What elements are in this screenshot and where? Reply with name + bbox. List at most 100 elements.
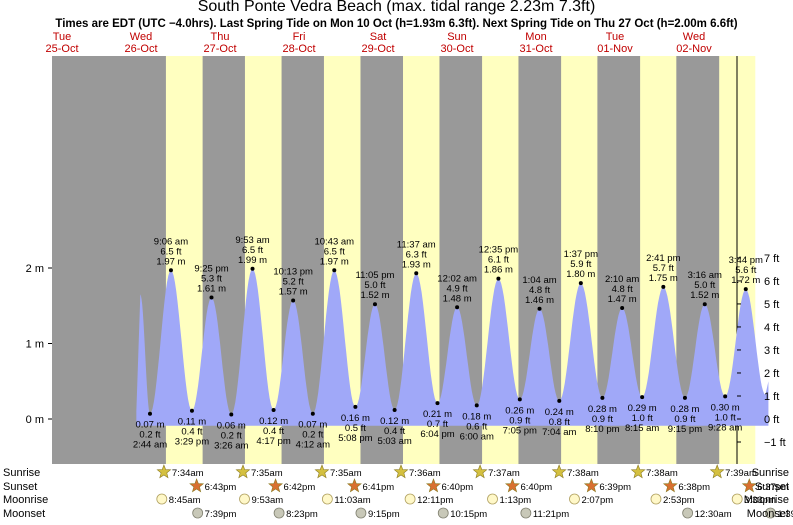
sunrise-icon: [709, 464, 725, 479]
moonrise-row-label-right: Moonrise: [744, 494, 789, 506]
right-tick-label: 1 ft: [764, 391, 779, 403]
tide-time-label: 9:28 am: [708, 422, 742, 433]
sunrise-icon: [314, 464, 330, 479]
tide-time-label: 6:04 pm: [420, 429, 454, 440]
tide-m-label: 0.29 m: [628, 403, 657, 414]
sunrise-time: 7:38am: [646, 468, 678, 479]
moonrise-icon: [731, 493, 743, 505]
moonset-icon: [682, 507, 694, 519]
moonrise-icon: [156, 493, 168, 505]
moonset-icon: [765, 507, 776, 519]
moonrise-icon: [404, 493, 416, 505]
sunset-time: 6:38pm: [678, 482, 710, 493]
moonset-time: 7:39pm: [205, 509, 237, 520]
tide-point: [189, 408, 194, 413]
tide-time-label: 4:12 am: [296, 440, 330, 451]
left-tick-label: 0 m: [26, 414, 44, 426]
tide-time-label: 3:44 pm: [729, 255, 763, 266]
tide-point: [600, 395, 605, 400]
tide-m-label: 1.57 m: [279, 286, 308, 297]
moonset-time: 12:30am: [695, 509, 732, 520]
moonset-icon: [273, 507, 285, 519]
sunset-icon: [189, 478, 205, 493]
tide-ft-label: 5.2 ft: [283, 276, 304, 287]
tide-m-label: 0.28 m: [588, 404, 617, 415]
sunset-icon: [268, 478, 284, 493]
moonrise-icon: [569, 493, 580, 505]
day-of-week-label: Sun: [447, 31, 467, 43]
sunrise-time: 7:37am: [488, 468, 520, 479]
tide-m-label: 1.52 m: [690, 290, 719, 301]
tide-ft-label: 5.0 ft: [694, 280, 715, 291]
moonrise-time: 2:07pm: [581, 495, 613, 506]
moonrise-row-label-left: Moonrise: [3, 494, 48, 506]
day-of-week-label: Thu: [211, 31, 230, 43]
tide-point: [229, 412, 234, 417]
tide-time-label: 7:05 pm: [503, 425, 537, 436]
tide-time-label: 4:17 pm: [256, 436, 290, 447]
moonset-time: 11:21pm: [533, 509, 569, 520]
tide-m-label: 0.18 m: [462, 411, 491, 422]
tide-m-label: 0.24 m: [545, 407, 574, 418]
tide-m-label: 1.52 m: [360, 290, 389, 301]
tide-ft-label: 6.1 ft: [488, 255, 509, 266]
tide-ft-label: 5.9 ft: [570, 259, 591, 270]
tide-point: [702, 302, 707, 307]
tide-point: [578, 281, 583, 286]
date-label: 30-Oct: [440, 43, 473, 55]
tide-time-label: 3:26 am: [214, 440, 248, 451]
tide-ft-label: 6.5 ft: [324, 246, 345, 257]
sunset-time: 6:43pm: [205, 482, 237, 493]
tide-ft-label: 0.2 ft: [302, 430, 323, 441]
right-tick-label: 2 ft: [764, 368, 779, 380]
tide-point: [372, 302, 377, 307]
tide-m-label: 1.97 m: [320, 256, 349, 267]
right-tick-label: 6 ft: [764, 276, 779, 288]
tide-m-label: 0.12 m: [380, 416, 409, 427]
tide-time-label: 2:10 am: [605, 274, 639, 285]
sunrise-row-label-left: Sunrise: [3, 467, 40, 479]
sunrise-icon: [472, 464, 488, 479]
sun-moon-events: 7:34am6:43pm7:35am6:42pm7:35am6:41pm7:36…: [156, 464, 793, 520]
tide-point: [455, 305, 460, 310]
moonrise-time: 1:13pm: [500, 495, 532, 506]
tide-point: [392, 407, 397, 412]
tide-ft-label: 5.0 ft: [364, 280, 385, 291]
tide-ft-label: 1.0 ft: [632, 413, 653, 424]
tide-ft-label: 4.9 ft: [447, 283, 468, 294]
tide-m-label: 1.93 m: [402, 259, 431, 270]
tide-point: [435, 401, 440, 406]
tide-time-label: 11:05 pm: [356, 270, 395, 281]
sunrise-time: 7:34am: [172, 468, 204, 479]
sunrise-icon: [235, 464, 251, 479]
tide-time-label: 6:00 am: [460, 431, 494, 442]
axes: 0 m 1 m 2 m −1 ft 0 ft 1 ft 2 ft 3 ft 4 ft 5 ft 6 …: [26, 253, 786, 449]
tide-time-label: 1:37 pm: [564, 249, 598, 260]
tide-ft-label: 0.4 ft: [181, 427, 202, 438]
sunrise-icon: [156, 464, 172, 479]
sunset-time: 6:42pm: [284, 482, 316, 493]
tide-m-label: 0.21 m: [423, 409, 452, 420]
tide-time-label: 9:25 pm: [194, 263, 228, 274]
tide-time-label: 7:04 am: [542, 427, 576, 438]
tide-point: [147, 411, 152, 416]
day-of-week-label: Sat: [370, 31, 387, 43]
right-tick-label: 7 ft: [764, 253, 779, 265]
date-label: 02-Nov: [676, 43, 712, 55]
tide-time-label: 2:44 am: [133, 440, 167, 451]
tide-ft-label: 5.3 ft: [201, 273, 222, 284]
tide-time-label: 8:15 am: [625, 423, 659, 434]
tide-point: [682, 395, 687, 400]
moonrise-icon: [239, 493, 250, 505]
day-of-week-label: Tue: [606, 31, 625, 43]
tide-point: [209, 295, 214, 300]
tide-m-label: 0.07 m: [135, 420, 164, 431]
right-tick-label: 3 ft: [764, 345, 779, 357]
tide-point: [620, 306, 625, 311]
moonset-time: 1:39am: [777, 509, 793, 520]
tide-m-label: 0.06 m: [217, 420, 246, 431]
moonrise-time: 8:45am: [169, 495, 201, 506]
tide-ft-label: 6.5 ft: [160, 246, 181, 257]
right-tick-label: 5 ft: [764, 299, 779, 311]
